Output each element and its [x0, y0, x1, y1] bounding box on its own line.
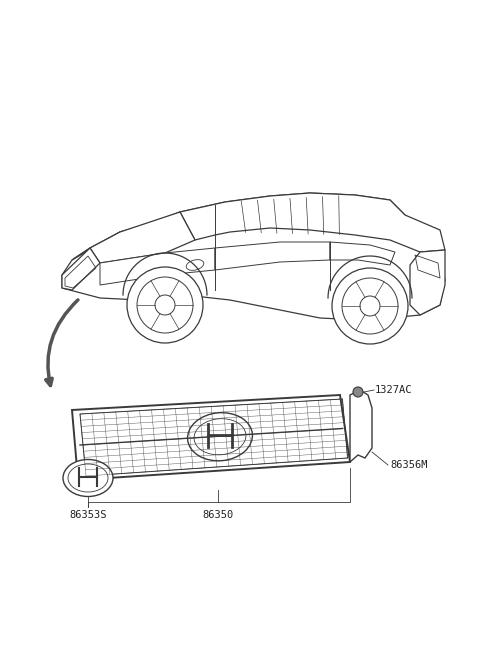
Polygon shape — [350, 390, 372, 462]
Text: 1327AC: 1327AC — [375, 385, 412, 395]
Polygon shape — [330, 242, 395, 265]
Circle shape — [127, 267, 203, 343]
Circle shape — [353, 387, 363, 397]
Polygon shape — [180, 193, 445, 252]
Polygon shape — [72, 212, 180, 260]
Ellipse shape — [188, 413, 252, 461]
Text: 86353S: 86353S — [69, 510, 107, 520]
Polygon shape — [100, 248, 215, 285]
Polygon shape — [90, 212, 195, 263]
Ellipse shape — [186, 259, 204, 271]
Polygon shape — [62, 248, 100, 290]
Text: 86356M: 86356M — [390, 460, 428, 470]
Text: 86350: 86350 — [203, 510, 234, 520]
Polygon shape — [72, 395, 350, 480]
Polygon shape — [62, 193, 445, 320]
Polygon shape — [215, 242, 330, 270]
Polygon shape — [410, 250, 445, 315]
Circle shape — [332, 268, 408, 344]
Ellipse shape — [63, 460, 113, 496]
